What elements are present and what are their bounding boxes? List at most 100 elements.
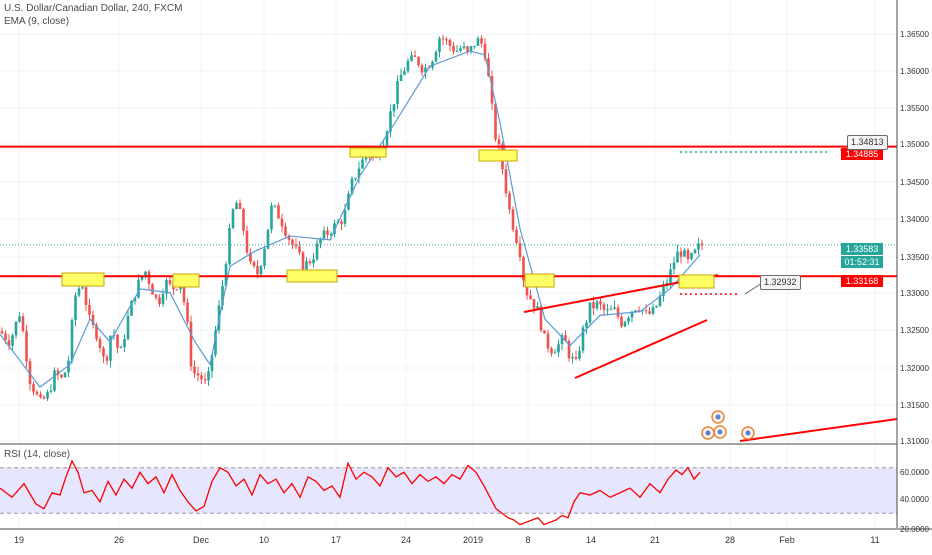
candle-body: [364, 156, 368, 160]
candle-body: [147, 271, 151, 285]
candle-body: [438, 38, 441, 52]
candle-body: [518, 242, 522, 258]
candle-body: [144, 271, 147, 277]
candle-body: [32, 384, 35, 392]
candle-body: [578, 350, 581, 359]
candle-body: [228, 227, 231, 265]
candle-body: [308, 261, 312, 264]
candle-body: [606, 309, 609, 311]
event-marker-dot: [717, 429, 723, 435]
candle-body: [522, 257, 525, 281]
candle-body: [697, 243, 700, 250]
candle-body: [455, 50, 459, 52]
callout-lower[interactable]: 1.32932: [760, 275, 801, 290]
candle-body: [473, 45, 476, 47]
candle-body: [424, 67, 427, 73]
candle-body: [305, 261, 308, 270]
candle-body: [403, 71, 406, 75]
candle-body: [585, 322, 588, 328]
candle-body: [441, 38, 445, 40]
candle-body: [641, 310, 644, 312]
candle-body: [396, 80, 399, 105]
candle-body: [487, 58, 490, 77]
candle-body: [49, 390, 53, 392]
candle-body: [326, 230, 329, 235]
candle-body: [539, 306, 543, 331]
event-marker-dot: [705, 430, 711, 436]
candle-body: [175, 289, 179, 291]
time-tick-label: 24: [401, 535, 411, 545]
candle-body: [140, 276, 144, 280]
candle-body: [445, 39, 448, 41]
candle-body: [25, 331, 28, 362]
price-tick-label: 1.32500: [900, 326, 929, 335]
candle-body: [266, 229, 270, 249]
candle-body: [7, 340, 11, 346]
rsi-legend: RSI (14, close): [4, 449, 71, 460]
candle-body: [536, 306, 539, 309]
candle-body: [550, 348, 553, 354]
candle-body: [354, 178, 357, 180]
candle-body: [116, 334, 119, 348]
candle-body: [357, 168, 361, 179]
candle-body: [95, 324, 98, 340]
candle-body: [46, 391, 49, 399]
time-tick-label: Dec: [193, 535, 210, 545]
candle-body: [319, 238, 322, 244]
candle-body: [476, 38, 480, 46]
price-tick-label: 1.31000: [900, 437, 929, 446]
candle-body: [235, 202, 238, 210]
candle-body: [53, 370, 56, 391]
candle-body: [515, 229, 518, 243]
candle-body: [567, 340, 571, 359]
candle-body: [466, 46, 469, 52]
candle-body: [462, 46, 466, 49]
candle-body: [291, 239, 294, 245]
time-tick-label: 11: [870, 535, 879, 545]
price-tick-label: 1.33000: [900, 289, 929, 298]
candle-body: [644, 310, 648, 312]
time-tick-label: 2019: [463, 535, 483, 545]
candle-body: [676, 251, 679, 263]
candle-body: [203, 379, 207, 381]
candle-body: [277, 205, 280, 219]
candle-body: [613, 307, 616, 309]
candle-body: [109, 335, 112, 361]
candle-body: [417, 56, 420, 66]
candle-body: [333, 223, 336, 235]
candle-body: [123, 338, 126, 348]
candle-body: [154, 294, 158, 298]
callout-upper[interactable]: 1.34813: [847, 135, 888, 150]
candle-body: [490, 76, 494, 104]
candle-body: [343, 209, 347, 224]
candle-body: [63, 372, 67, 378]
candle-body: [637, 310, 641, 312]
time-tick-label: 10: [259, 535, 269, 545]
candle-body: [39, 394, 42, 398]
candle-body: [690, 253, 693, 260]
candle-body: [35, 391, 39, 395]
candle-body: [256, 266, 259, 275]
candle-body: [210, 354, 214, 372]
price-tick-label: 1.33500: [900, 253, 929, 262]
candle-body: [98, 339, 102, 348]
candle-body: [133, 297, 137, 302]
candle-body: [14, 321, 18, 336]
rsi-tick-label: 40.0000: [900, 495, 929, 504]
candle-body: [634, 310, 637, 312]
candle-body: [242, 208, 245, 231]
symbol-title: U.S. Dollar/Canadian Dollar, 240, FXCM: [4, 3, 183, 14]
candle-body: [322, 230, 326, 239]
time-tick-label: 26: [114, 535, 124, 545]
candle-body: [483, 43, 487, 59]
candle-body: [630, 311, 634, 318]
candle-body: [385, 131, 389, 146]
candle-body: [508, 193, 511, 210]
candle-body: [392, 104, 396, 112]
highlight-box: [349, 147, 387, 158]
candle-body: [581, 327, 585, 351]
candle-body: [91, 314, 95, 325]
time-tick-label: 19: [14, 535, 24, 545]
candle-body: [130, 301, 133, 316]
candle-body: [497, 139, 501, 145]
